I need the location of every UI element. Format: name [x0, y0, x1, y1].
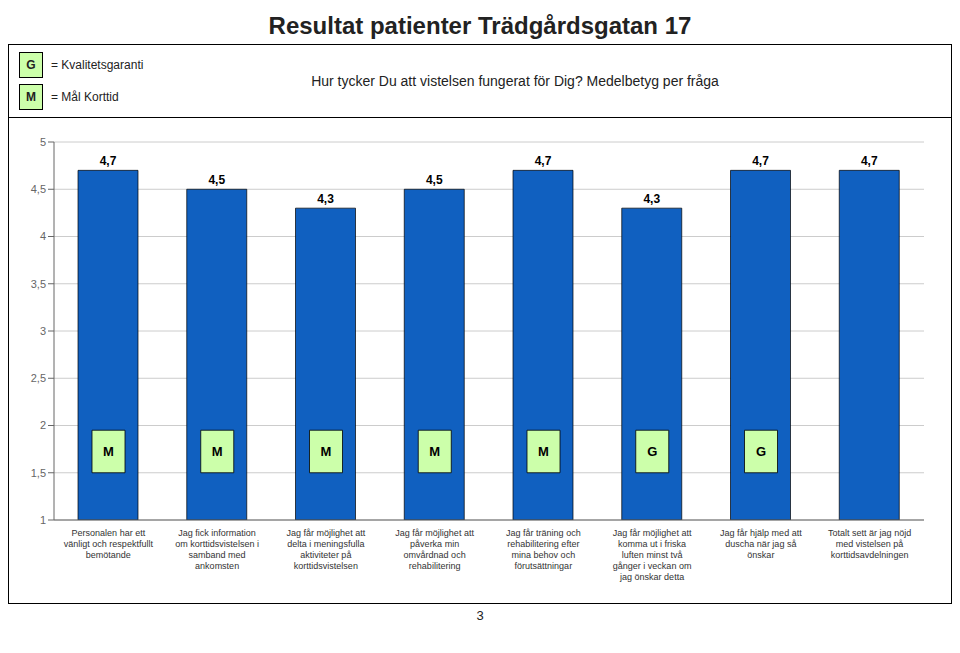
- svg-text:2,5: 2,5: [31, 372, 46, 384]
- svg-text:Jag får möjlighet attdelta i m: Jag får möjlighet attdelta i meningsfull…: [287, 528, 366, 571]
- svg-text:M: M: [321, 444, 332, 459]
- svg-text:M: M: [429, 444, 440, 459]
- svg-text:4,7: 4,7: [535, 154, 552, 168]
- svg-text:5: 5: [40, 136, 46, 148]
- svg-text:3,5: 3,5: [31, 278, 46, 290]
- svg-text:M: M: [538, 444, 549, 459]
- svg-text:Totalt sett är jag nöjdmed vis: Totalt sett är jag nöjdmed vistelsen påk…: [828, 528, 911, 560]
- html-text:Resultat patienter Trädgårdsga: Resultat patienter Trädgårdsgatan 17: [268, 12, 692, 39]
- svg-text:G: G: [647, 444, 657, 459]
- svg-text:1: 1: [40, 514, 46, 526]
- html-text:3: 3: [476, 608, 484, 623]
- svg-text:Jag fick informationom korttid: Jag fick informationom korttidsvistelsen…: [175, 528, 259, 571]
- svg-text:4: 4: [40, 230, 46, 242]
- svg-text:G: G: [756, 444, 766, 459]
- svg-text:M: M: [212, 444, 223, 459]
- svg-text:M: M: [103, 444, 114, 459]
- svg-text:Jag får möjlighet attpåverka m: Jag får möjlighet attpåverka minomvårdna…: [395, 528, 474, 571]
- svg-text:Jag får träning ochrehabiliter: Jag får träning ochrehabilitering efterm…: [506, 528, 581, 571]
- svg-text:4,5: 4,5: [426, 173, 443, 187]
- svg-text:4,5: 4,5: [208, 173, 225, 187]
- html-text:= Kvalitetsgaranti: = Kvalitetsgaranti: [51, 58, 144, 72]
- svg-text:Jag får möjlighet attkomma ut: Jag får möjlighet attkomma ut i friskalu…: [613, 528, 692, 582]
- svg-text:2: 2: [40, 419, 46, 431]
- html-text:M: M: [26, 90, 36, 104]
- svg-text:4,5: 4,5: [31, 183, 46, 195]
- svg-text:Personalen har ettvänligt och: Personalen har ettvänligt och respektful…: [64, 528, 154, 560]
- svg-text:4,7: 4,7: [100, 154, 117, 168]
- svg-text:4,3: 4,3: [317, 192, 334, 206]
- html-text:= Mål Korttid: = Mål Korttid: [51, 90, 119, 104]
- svg-text:4,7: 4,7: [752, 154, 769, 168]
- svg-text:4,3: 4,3: [643, 192, 660, 206]
- svg-text:1,5: 1,5: [31, 467, 46, 479]
- svg-text:4,7: 4,7: [861, 154, 878, 168]
- html-text:Hur tycker Du att vistelsen fu: Hur tycker Du att vistelsen fungerat för…: [311, 73, 719, 89]
- svg-text:3: 3: [40, 325, 46, 337]
- html-text:G: G: [26, 58, 36, 72]
- svg-text:Jag får hjälp med attduscha nä: Jag får hjälp med attduscha när jag såön…: [720, 528, 802, 560]
